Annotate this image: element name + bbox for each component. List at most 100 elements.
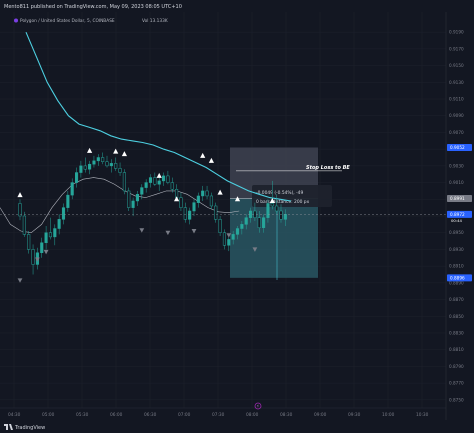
price-tick-label: 0.9170	[449, 46, 464, 51]
sell-signal-marker	[165, 230, 171, 236]
measure-tooltip-bars: 0 bars, distance: 200 px	[256, 199, 310, 205]
candle-body	[79, 165, 83, 173]
time-tick-label: 06:00	[110, 412, 123, 418]
candle-body	[196, 195, 200, 203]
price-tick-label: 0.8750	[449, 397, 464, 402]
price-label-text: 0.8896	[450, 275, 465, 280]
candle-body	[88, 163, 92, 170]
published-caption: Mento811 published on TradingView.com, M…	[4, 4, 182, 10]
time-tick-label: 10:30	[416, 412, 429, 418]
candle-body	[83, 165, 87, 170]
candle-body	[157, 180, 161, 185]
brand-name: TradingView	[14, 425, 45, 431]
time-axis[interactable]: 04:30 05:00 05:30 06:00 06:30 07:00 07:30 08:00…	[8, 412, 429, 418]
candle-body	[231, 234, 235, 240]
price-label-text: 0.8991	[450, 196, 465, 201]
candle-body	[31, 249, 35, 265]
sell-signal-marker	[43, 249, 49, 255]
price-tick-label: 0.9010	[449, 180, 464, 185]
buy-signal-marker	[156, 172, 162, 178]
candle-body	[201, 190, 205, 197]
price-tick-label: 0.9110	[449, 97, 464, 102]
candle-body	[275, 205, 279, 212]
price-tick-label: 0.8790	[449, 364, 464, 369]
buy-signal-marker	[87, 147, 93, 153]
candle-body	[122, 172, 126, 192]
time-tick-label: 07:00	[178, 412, 191, 418]
candle-body	[262, 217, 266, 228]
price-tick-label: 0.8890	[449, 280, 464, 285]
candle-body	[57, 219, 61, 229]
price-tick-label: 0.9190	[449, 30, 464, 35]
time-tick-label: 05:30	[76, 412, 89, 418]
price-tick-label: 0.8870	[449, 297, 464, 302]
candle-body	[131, 200, 135, 208]
time-tick-label: 08:30	[280, 412, 293, 418]
buy-signal-marker	[217, 189, 223, 195]
candle-body	[153, 177, 157, 185]
candle-body	[148, 177, 153, 183]
candle-body	[279, 210, 283, 220]
candle-body	[66, 194, 70, 208]
candle-body	[257, 217, 261, 228]
candle-body	[188, 210, 192, 220]
time-tick-label: 07:30	[212, 412, 225, 418]
buy-signal-marker	[17, 192, 23, 198]
candle-body	[170, 182, 174, 190]
symbol-title: Polygon / United States Dollar, 5, COINB…	[20, 18, 115, 24]
signal-markers	[17, 147, 275, 283]
polygon-logo-icon	[14, 18, 18, 23]
buy-signal-marker	[269, 197, 275, 203]
price-tick-label: 0.8770	[449, 381, 464, 386]
candle-body	[240, 224, 244, 229]
buy-signal-marker	[234, 196, 241, 202]
candle-body	[114, 163, 118, 169]
price-label-box	[447, 210, 472, 218]
candle-body	[179, 197, 183, 208]
price-label-box	[447, 194, 472, 202]
lightning-icon: ⚡	[257, 404, 260, 409]
position-stop-zone	[230, 198, 318, 278]
price-tick-label: 0.9090	[449, 113, 464, 118]
price-label-text: 0.8972	[450, 212, 465, 217]
price-tick-label: 0.8810	[449, 347, 464, 352]
tradingview-logo[interactable]: TradingView	[4, 424, 45, 431]
time-tick-label: 05:00	[42, 412, 55, 418]
sell-signal-marker	[226, 233, 232, 238]
price-tick-label: 0.9150	[449, 63, 464, 68]
candle-body	[127, 190, 131, 208]
buy-signal-marker	[208, 157, 214, 163]
candle-body	[266, 203, 270, 218]
candle-body	[192, 202, 196, 212]
candle-body	[70, 182, 74, 196]
candle-body	[166, 175, 170, 183]
price-label-text: 0.9052	[450, 145, 465, 150]
buy-signal-marker	[113, 148, 119, 154]
volume-value: Vol 13.133K	[142, 18, 168, 24]
price-tick-label: 0.8930	[449, 247, 464, 252]
price-tick-label: 0.9030	[449, 163, 464, 168]
candle-body	[214, 205, 218, 220]
crosshair-time-label: 00:44	[451, 218, 463, 223]
candle-body	[40, 242, 44, 254]
candle-body	[209, 195, 213, 207]
price-tick-label: 0.9130	[449, 80, 464, 85]
candle-body	[61, 207, 66, 220]
candle-body	[44, 232, 48, 243]
sell-signal-marker	[17, 278, 23, 283]
price-tick-label: 0.8950	[449, 230, 464, 235]
timezone-marker-icon[interactable]	[254, 402, 262, 410]
time-tick-label: 10:00	[382, 412, 395, 418]
candle-body	[92, 160, 96, 165]
time-tick-label: 06:30	[144, 412, 157, 418]
time-tick-label: 08:00	[246, 412, 259, 418]
price-tick-label: 0.8850	[449, 314, 464, 319]
candle-body	[53, 228, 57, 238]
buy-signal-marker	[121, 151, 127, 157]
candle-body	[48, 232, 53, 238]
candle-body	[283, 214, 287, 220]
buy-signal-marker	[174, 196, 180, 202]
buy-signal-marker	[200, 152, 206, 158]
